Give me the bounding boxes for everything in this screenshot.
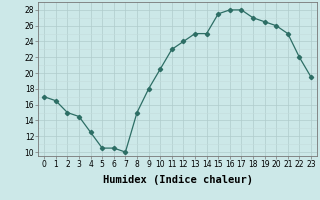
X-axis label: Humidex (Indice chaleur): Humidex (Indice chaleur) [103,175,252,185]
